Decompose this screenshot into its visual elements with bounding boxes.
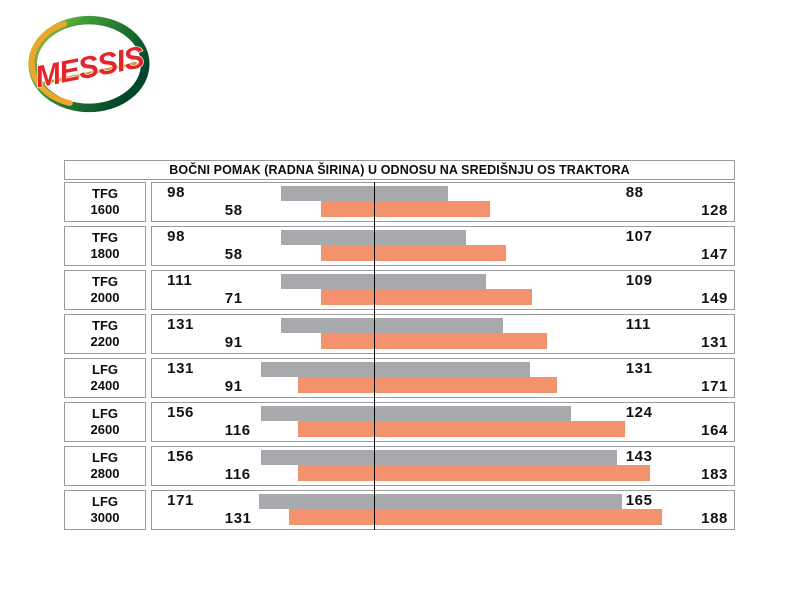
chart-row: LFG 2600 156 124 116 164 [64, 402, 735, 442]
model-size: 2400 [90, 378, 120, 393]
orange-left-value: 131 [224, 510, 252, 527]
gray-left-value: 156 [167, 404, 194, 421]
gray-bar [281, 318, 503, 333]
orange-left-value: 71 [224, 290, 243, 307]
row-chart-area: 111 109 71 149 [151, 270, 735, 310]
orange-right-value: 149 [701, 290, 728, 307]
orange-right-value: 147 [701, 246, 728, 263]
row-chart-area: 131 111 91 131 [151, 314, 735, 354]
row-chart-area: 98 88 58 128 [151, 182, 735, 222]
orange-bar [288, 509, 662, 525]
gray-right-value: 88 [625, 184, 644, 201]
model-size: 1800 [90, 246, 120, 261]
model-size: 2600 [90, 422, 120, 437]
model-size: 2000 [90, 290, 120, 305]
orange-left-value: 116 [224, 466, 251, 483]
orange-right-value: 164 [701, 422, 728, 439]
model-size: 2200 [90, 334, 120, 349]
gray-right-value: 109 [625, 272, 653, 289]
row-chart-area: 98 107 58 147 [151, 226, 735, 266]
orange-right-value: 128 [701, 202, 728, 219]
model-size: 3000 [90, 510, 120, 525]
chart-row: LFG 3000 171 165 131 188 [64, 490, 735, 530]
model-label-box: TFG 2000 [64, 270, 146, 310]
gray-bar [281, 186, 449, 201]
gray-right-value: 111 [625, 316, 651, 333]
orange-left-value: 91 [224, 378, 243, 395]
gray-right-value: 124 [625, 404, 653, 421]
orange-bar [320, 201, 491, 217]
model-name: TFG [92, 274, 118, 289]
tractor-axis-line [373, 182, 376, 530]
chart-row: TFG 1800 98 107 58 147 [64, 226, 735, 266]
orange-left-value: 58 [224, 202, 243, 219]
model-name: TFG [92, 318, 118, 333]
logo-underline-swoosh [39, 61, 137, 86]
gray-left-value: 98 [167, 228, 186, 245]
gray-left-value: 111 [167, 272, 193, 289]
gray-right-value: 107 [625, 228, 653, 245]
model-name: TFG [92, 230, 118, 245]
row-chart-area: 156 124 116 164 [151, 402, 735, 442]
gray-bar [260, 406, 572, 421]
model-name: LFG [92, 494, 118, 509]
chart-row: TFG 2000 111 109 71 149 [64, 270, 735, 310]
orange-bar [320, 245, 506, 261]
gray-left-value: 156 [167, 448, 194, 465]
orange-right-value: 171 [701, 378, 728, 395]
orange-right-value: 183 [701, 466, 728, 483]
chart-row: LFG 2800 156 143 116 183 [64, 446, 735, 486]
model-label-box: LFG 2400 [64, 358, 146, 398]
chart-row: TFG 1600 98 88 58 128 [64, 182, 735, 222]
model-size: 1600 [90, 202, 120, 217]
gray-right-value: 143 [625, 448, 653, 465]
model-label-box: LFG 2600 [64, 402, 146, 442]
offset-chart-table: BOČNI POMAK (RADNA ŠIRINA) U ODNOSU NA S… [64, 160, 735, 534]
gray-left-value: 131 [167, 360, 194, 377]
gray-bar [260, 450, 617, 465]
model-name: LFG [92, 406, 118, 421]
chart-rows: TFG 1600 98 88 58 128 TFG 1800 98 107 58… [64, 182, 735, 530]
gray-right-value: 131 [625, 360, 653, 377]
orange-right-value: 188 [701, 510, 728, 527]
model-label-box: TFG 1800 [64, 226, 146, 266]
orange-bar [298, 377, 558, 393]
orange-bar [298, 465, 651, 481]
gray-left-value: 131 [167, 316, 194, 333]
messis-logo: MESSIS [26, 12, 150, 116]
row-chart-area: 171 165 131 188 [151, 490, 735, 530]
gray-bar [259, 494, 623, 509]
orange-bar [298, 421, 626, 437]
model-name: LFG [92, 450, 118, 465]
orange-right-value: 131 [701, 334, 728, 351]
orange-left-value: 91 [224, 334, 243, 351]
model-label-box: LFG 3000 [64, 490, 146, 530]
model-name: LFG [92, 362, 118, 377]
messis-logo-graphic: MESSIS [28, 15, 150, 113]
gray-left-value: 98 [167, 184, 186, 201]
chart-row: LFG 2400 131 131 91 171 [64, 358, 735, 398]
row-chart-area: 156 143 116 183 [151, 446, 735, 486]
model-label-box: TFG 1600 [64, 182, 146, 222]
logo-gold-crescent [28, 21, 73, 106]
model-name: TFG [92, 186, 118, 201]
orange-left-value: 116 [224, 422, 251, 439]
model-label-box: TFG 2200 [64, 314, 146, 354]
chart-title: BOČNI POMAK (RADNA ŠIRINA) U ODNOSU NA S… [64, 160, 735, 180]
gray-left-value: 171 [167, 492, 194, 509]
gray-bar [260, 362, 530, 377]
gray-bar [281, 274, 487, 289]
orange-bar [320, 333, 548, 349]
chart-row: TFG 2200 131 111 91 131 [64, 314, 735, 354]
row-chart-area: 131 131 91 171 [151, 358, 735, 398]
model-label-box: LFG 2800 [64, 446, 146, 486]
model-size: 2800 [90, 466, 120, 481]
gray-right-value: 165 [625, 492, 653, 509]
orange-bar [320, 289, 533, 305]
orange-left-value: 58 [224, 246, 243, 263]
